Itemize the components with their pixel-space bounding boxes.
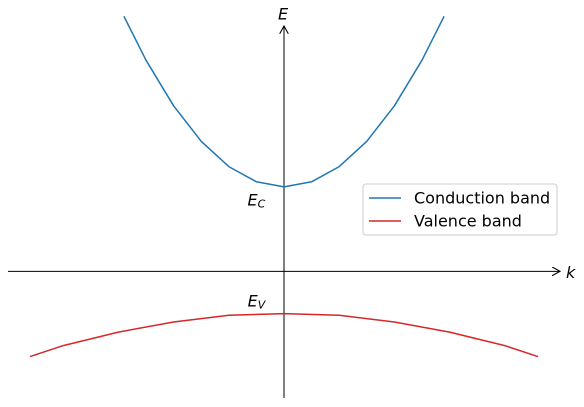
legend-label: Valence band	[414, 212, 522, 231]
legend-label: Conduction band	[414, 189, 550, 208]
annotation-sub: V	[258, 299, 267, 312]
annotation-sub: C	[258, 197, 266, 210]
band-curve	[29, 312, 539, 358]
band-curve	[123, 15, 445, 188]
legend-box	[362, 183, 558, 236]
annotation: EC	[248, 190, 266, 211]
y-axis-label: E	[278, 5, 289, 24]
annotation: EV	[248, 291, 267, 312]
annotation-main: E	[248, 190, 259, 209]
annotation-main: E	[248, 291, 259, 310]
x-axis-label: k	[566, 263, 576, 282]
